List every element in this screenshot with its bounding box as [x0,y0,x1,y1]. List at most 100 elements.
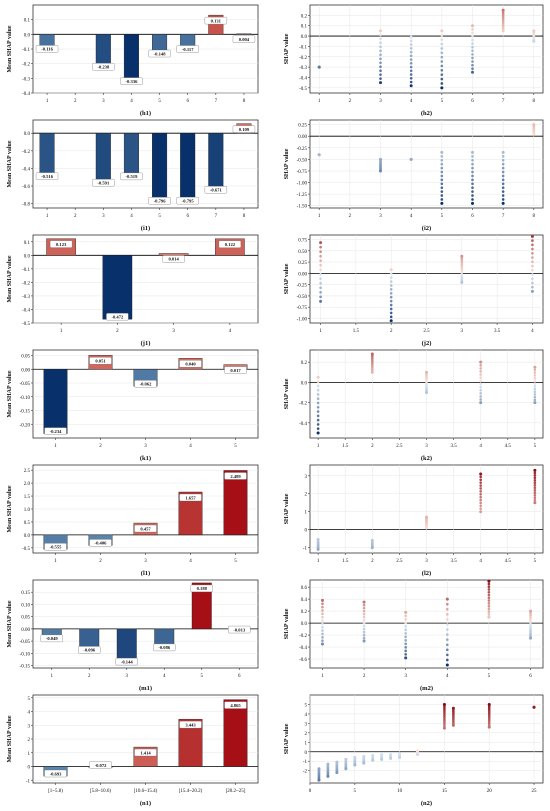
data-label: -0.591 [97,181,110,186]
shap-point [471,174,474,178]
shap-point [479,385,482,389]
shap-point [409,157,413,161]
panel-caption: (l1) [141,570,150,577]
y-tick-label: -0.2 [299,634,307,639]
shap-point [443,717,446,721]
bar [43,369,68,434]
shap-point [501,162,505,166]
shap-point [529,616,532,619]
x-tick-label: 5 [234,559,237,564]
shap-point [442,726,446,730]
shap-point [442,702,446,706]
shap-point [319,286,322,290]
shap-point [389,291,393,295]
shap-point [389,319,393,323]
chart-l2: -1 0 1 2 3 SHAP value (l2) 1 1.5 2 2.5 3 3.5 4 4.5 5 [284,464,544,577]
y-tick-label: -0.15 [20,410,31,415]
data-label: -0.072 [95,763,108,768]
x-tick-label: 3 [379,214,382,219]
shap-point [470,24,474,28]
y-tick-label: -1 [303,760,308,765]
shap-point [533,501,537,505]
bar [178,491,203,536]
shap-point [440,194,444,197]
shap-point [479,379,482,383]
shap-point [531,243,534,247]
bar [95,132,111,186]
shap-point [319,272,322,276]
x-tick-label: 1 [51,674,54,679]
shap-point [533,390,537,394]
x-tick-label: 2 [88,674,91,679]
shap-point [404,621,407,625]
data-label: -0.519 [126,174,139,179]
y-tick-label: 0.25 [298,261,307,266]
x-tick-label: [5.8~10.6) [90,789,111,794]
x-tick-label: 1.5 [342,444,349,449]
y-tick-label: 4 [28,711,31,716]
shap-point [471,198,474,201]
y-tick-label: -0.50 [297,158,308,163]
shap-point [533,476,537,480]
shap-point [531,256,534,259]
x-tick-label: 1.5 [353,329,360,334]
x-tick-label: 5 [158,99,161,104]
panel-caption: (h1) [140,110,151,117]
shap-point [533,401,537,405]
x-tick-label: 5 [534,559,537,564]
shap-point [471,178,474,182]
x-tick-label: 2 [99,444,102,449]
shap-point [416,749,420,753]
shap-point [362,618,366,622]
shap-point [440,174,444,178]
data-label-box [44,543,67,551]
shap-point [379,169,383,173]
shap-point [404,614,407,618]
shap-point [470,201,474,205]
data-label-box [179,721,202,729]
shap-point [531,251,534,255]
shap-point [371,758,375,762]
data-label-box [115,657,138,666]
y-tick-label: -1 [303,547,308,552]
shap-point [487,593,491,597]
shap-point [529,613,532,617]
shap-point [389,272,393,275]
data-label-box [176,197,199,205]
shap-point [319,254,322,258]
y-tick-label: 0.0 [24,254,31,259]
x-tick-label: 3.5 [494,329,501,334]
y-tick-label: -0.3 [299,66,307,71]
shap-point [446,613,449,616]
shap-point [479,367,482,370]
shap-point [316,423,320,426]
shap-point [321,632,324,636]
shap-point [404,628,407,632]
panel-caption: (j1) [141,340,151,347]
shap-point [533,368,537,372]
shap-point [316,418,320,422]
x-tick-label: [1~5.8) [48,789,63,794]
shap-point [362,624,366,628]
y-tick-label: 1.5 [24,495,31,500]
panel-caption: (n2) [421,800,432,807]
shap-point [479,363,482,367]
shap-point [362,630,366,634]
shap-point [529,634,532,638]
shap-point [440,155,444,158]
shap-point [460,260,464,264]
y-tick-label: -1.25 [297,193,308,198]
shap-point [533,374,537,377]
y-tick-label: -0.15 [20,665,31,670]
shap-point [379,33,382,37]
shap-point [533,379,537,383]
shap-point [409,65,413,69]
shap-point [479,398,482,401]
data-label-box [35,45,59,53]
shap-point [460,273,464,276]
shap-point [446,638,449,641]
shap-point [317,767,321,771]
shap-point [440,182,444,186]
data-label-box [179,360,202,368]
y-tick-label: 0.15 [21,591,30,596]
